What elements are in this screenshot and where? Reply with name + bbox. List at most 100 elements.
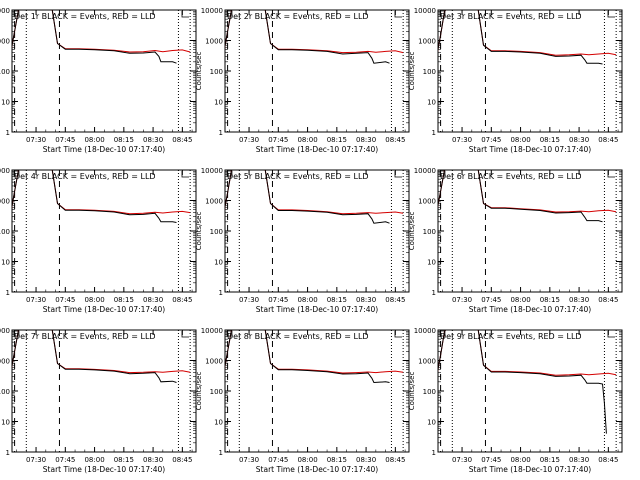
y-tick-label: 100 <box>0 68 10 76</box>
y-axis-label: Counts/sec <box>195 212 203 251</box>
x-tick-label: 07:30 <box>452 136 472 144</box>
x-tick-label: 08:45 <box>172 456 192 464</box>
x-tick-label: 08:00 <box>510 296 530 304</box>
y-tick-label: 100 <box>0 388 10 396</box>
y-tick-label: 1000 <box>205 198 223 206</box>
x-tick-label: 08:30 <box>569 456 589 464</box>
x-tick-label: 08:45 <box>385 456 405 464</box>
y-tick-label: 1000 <box>418 358 436 366</box>
y-tick-label: 10 <box>1 419 10 427</box>
y-tick-label: 1000 <box>0 358 10 366</box>
lld-series-line <box>438 10 617 56</box>
plot-frame <box>11 169 197 293</box>
y-tick-label: 100 <box>210 68 223 76</box>
lld-series-line <box>225 330 404 374</box>
y-tick-label: 1 <box>432 129 436 137</box>
x-tick-label: 08:15 <box>540 456 560 464</box>
x-tick-label: 07:30 <box>26 296 46 304</box>
detector-panel: 1 10 100 1000 10000 07:30 07:45 08:00 08:15 08:30… <box>195 167 410 314</box>
panel-title: Det 4r BLACK = Events, RED = LLD <box>14 172 156 181</box>
x-tick-label: 08:15 <box>114 456 134 464</box>
x-tick-label: 08:45 <box>598 456 618 464</box>
x-tick-label: 08:00 <box>510 456 530 464</box>
y-tick-label: 10000 <box>0 7 10 15</box>
x-tick-label: 08:30 <box>356 136 376 144</box>
detector-panel: 1 10 100 1000 10000 07:30 07:45 08:00 08:15 08:30… <box>408 7 623 154</box>
x-tick-label: 07:45 <box>481 456 501 464</box>
corner-marker <box>394 11 402 18</box>
x-tick-label: 08:15 <box>540 136 560 144</box>
y-tick-label: 10 <box>214 259 223 267</box>
x-axis-label: Start Time (18-Dec-10 07:17:40) <box>43 145 165 154</box>
lld-series-line <box>12 170 191 215</box>
x-axis-label: Start Time (18-Dec-10 07:17:40) <box>469 465 591 474</box>
y-tick-label: 100 <box>210 388 223 396</box>
x-tick-label: 07:30 <box>239 456 259 464</box>
detector-panel: 1 10 100 1000 10000 07:30 07:45 08:00 08:15 08:30… <box>0 7 197 154</box>
y-axis-label: Counts/sec <box>408 52 416 91</box>
y-tick-label: 10000 <box>201 7 223 15</box>
x-axis-label: Start Time (18-Dec-10 07:17:40) <box>256 145 378 154</box>
corner-marker <box>607 11 615 18</box>
y-tick-label: 10 <box>427 259 436 267</box>
y-tick-label: 10000 <box>201 167 223 175</box>
y-tick-label: 1000 <box>418 198 436 206</box>
y-axis-label: Counts/sec <box>195 52 203 91</box>
x-tick-label: 08:45 <box>385 296 405 304</box>
y-tick-label: 10000 <box>0 167 10 175</box>
y-tick-label: 1 <box>6 129 10 137</box>
x-tick-label: 07:30 <box>452 296 472 304</box>
y-tick-label: 10 <box>1 259 10 267</box>
x-tick-label: 07:45 <box>268 136 288 144</box>
x-tick-label: 08:30 <box>143 296 163 304</box>
y-axis-label: Counts/sec <box>195 372 203 411</box>
panel-title: Det 6r BLACK = Events, RED = LLD <box>440 172 582 181</box>
corner-marker <box>181 11 189 18</box>
corner-marker <box>607 331 615 338</box>
y-tick-label: 10000 <box>0 327 10 335</box>
y-axis-label: Counts/sec <box>408 372 416 411</box>
y-tick-label: 1000 <box>205 358 223 366</box>
detector-panel: 1 10 100 1000 10000 07:30 07:45 08:00 08:15 08:30… <box>0 327 197 474</box>
x-tick-label: 08:45 <box>385 136 405 144</box>
x-tick-label: 07:30 <box>452 456 472 464</box>
corner-marker <box>181 331 189 338</box>
y-tick-label: 100 <box>423 388 436 396</box>
plot-frame <box>437 329 623 453</box>
y-tick-label: 10000 <box>414 327 436 335</box>
x-tick-label: 08:30 <box>569 136 589 144</box>
x-tick-label: 08:15 <box>327 136 347 144</box>
y-tick-label: 1 <box>219 449 223 457</box>
events-series-line <box>438 10 603 65</box>
detector-panel: 1 10 100 1000 10000 07:30 07:45 08:00 08:15 08:30… <box>408 327 623 474</box>
y-tick-label: 10000 <box>414 7 436 15</box>
y-tick-label: 1000 <box>418 38 436 46</box>
plot-frame <box>437 9 623 133</box>
events-series-line <box>12 10 177 64</box>
events-series-line <box>225 170 390 224</box>
x-tick-label: 08:30 <box>569 296 589 304</box>
plot-frame <box>11 9 197 133</box>
y-tick-label: 100 <box>0 228 10 236</box>
x-tick-label: 07:30 <box>239 296 259 304</box>
events-series-line <box>438 330 607 434</box>
y-tick-label: 1000 <box>205 38 223 46</box>
plot-frame <box>224 169 410 293</box>
y-tick-label: 1 <box>219 289 223 297</box>
events-series-line <box>225 10 390 64</box>
x-tick-label: 08:30 <box>143 456 163 464</box>
y-tick-label: 1 <box>432 449 436 457</box>
corner-marker <box>13 330 20 337</box>
x-tick-label: 07:30 <box>26 136 46 144</box>
y-tick-label: 10 <box>214 99 223 107</box>
panel-title: Det 3r BLACK = Events, RED = LLD <box>440 12 582 21</box>
events-series-line <box>12 170 177 223</box>
x-tick-label: 08:45 <box>598 296 618 304</box>
y-axis-label: Counts/sec <box>408 212 416 251</box>
x-axis-label: Start Time (18-Dec-10 07:17:40) <box>43 305 165 314</box>
corner-marker <box>226 330 233 337</box>
y-tick-label: 100 <box>423 68 436 76</box>
x-axis-label: Start Time (18-Dec-10 07:17:40) <box>43 465 165 474</box>
y-tick-label: 10000 <box>201 327 223 335</box>
